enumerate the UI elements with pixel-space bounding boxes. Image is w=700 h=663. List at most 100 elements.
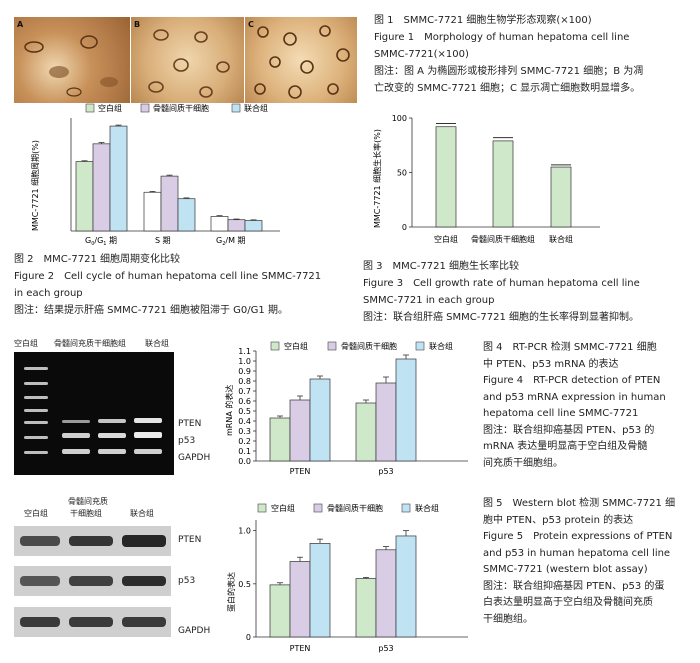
bars	[435, 122, 572, 228]
legend-label-blank: 空白组	[271, 503, 295, 513]
pten-band-combined	[134, 418, 162, 423]
fig5-title-en-2: and p53 in human hepatoma cell line	[483, 547, 671, 559]
fig4-title-en-1: Figure 4 RT-PCR detection of PTEN	[483, 375, 661, 386]
wb-header-blank: 空白组	[24, 509, 48, 518]
legend-label-blank: 空白组	[98, 103, 122, 113]
ladder-band	[24, 367, 48, 370]
y-axis-label: mRNA 的表达	[224, 385, 234, 436]
legend-swatch-blank	[85, 103, 95, 113]
fig1-caption: 图 1 SMMC-7721 细胞生物学形态观察(×100) Figure 1 M…	[374, 12, 694, 97]
bar-1-3	[109, 125, 128, 232]
fig5-title-cn-2: 胞中 PTEN、p53 protein 的表达	[483, 514, 634, 526]
pten-band-bmsc	[98, 419, 126, 423]
wb-band	[122, 617, 166, 627]
y-tick-label: 0.6	[238, 397, 251, 406]
y-tick-label: 0	[246, 633, 251, 642]
fig5-title-en-3: SMMC-7721 (western blot assay)	[483, 564, 648, 575]
fig1-title-cn: 图 1 SMMC-7721 细胞生物学形态观察(×100)	[374, 15, 592, 26]
y-tick-label: 0.0	[238, 457, 251, 466]
panel-label-c: C	[248, 20, 254, 29]
p53-band-combined	[134, 432, 162, 438]
fig3-title-en-2: SMMC-7721 in each group	[363, 295, 495, 306]
bar-1-2	[289, 561, 311, 638]
fig5-title-en-1: Figure 5 Protein expressions of PTEN	[483, 531, 673, 542]
y-tick-label: 100	[392, 114, 407, 123]
x-tick-labels: PTEN p53	[290, 467, 394, 476]
legend-swatch-combined	[401, 503, 411, 513]
ladder-band	[24, 382, 48, 385]
gel-label-p53: p53	[178, 436, 196, 446]
legend-label-bmsc: 骨髓间质干细胞	[341, 341, 397, 351]
x-tick-label-g2m: G2/M 期	[216, 236, 246, 247]
legend: 空白组 骨髓间质干细胞 联合组	[257, 503, 439, 513]
legend-swatch-combined	[415, 341, 425, 351]
wb-header-bmsc-2: 干细胞组	[70, 509, 102, 518]
bar-2-2	[375, 382, 397, 462]
y-axis-label: MMC-7721 细胞周期(%)	[30, 140, 40, 231]
y-tick-label: 1.1	[238, 347, 251, 356]
fig4-title-en-3: hepatoma cell line SMMC-7721	[483, 408, 639, 419]
fig2-caption: 图 2 MMC-7721 细胞周期变化比较 Figure 2 Cell cycl…	[14, 251, 344, 319]
x-tick-labels: PTEN p53	[290, 644, 394, 653]
x-tick-label: PTEN	[290, 644, 311, 653]
legend-label-bmsc: 骨髓间质干细胞	[153, 103, 209, 113]
micrograph-c: C	[245, 17, 357, 103]
bars	[75, 124, 263, 232]
wb-band	[20, 576, 60, 586]
legend-swatch-bmsc	[313, 503, 323, 513]
x-tick-label-s: S 期	[155, 236, 171, 245]
bar-1-1	[269, 417, 291, 462]
bar-2-1	[355, 402, 377, 462]
bar-2-2	[160, 175, 179, 232]
fig1-note-1: 图注：图 A 为椭圆形或梭形排列 SMMC-7721 细胞；B 为凋	[374, 66, 644, 77]
gapdh-band-combined	[134, 449, 162, 454]
bar-2-3	[177, 198, 196, 232]
y-tick-label: 50	[397, 169, 407, 178]
fig4-caption: 图 4 RT-PCR 检测 SMMC-7721 细胞 中 PTEN、p53 mR…	[483, 340, 695, 472]
y-tick-label: 0.1	[238, 447, 251, 456]
legend-swatch-bmsc	[327, 341, 337, 351]
x-tick-label: PTEN	[290, 467, 311, 476]
y-tick-label: 0.7	[238, 387, 251, 396]
x-tick-label: 骨髓间质干细胞组	[471, 234, 535, 244]
ladder-band	[24, 421, 48, 424]
legend-swatch-bmsc	[140, 103, 150, 113]
p53-band-blank	[62, 433, 90, 438]
y-tick-label: 0.5	[238, 580, 251, 589]
wb-band	[122, 535, 166, 547]
fig5-caption: 图 5 Western blot 检测 SMMC-7721 细 胞中 PTEN、…	[483, 496, 695, 628]
y-ticks: 0.00.10.20.30.40.50.60.70.80.91.01.1	[238, 347, 256, 466]
y-axis-label: MMC-7721 细胞生长率(%)	[372, 129, 382, 228]
fig2-title-cn: 图 2 MMC-7721 细胞周期变化比较	[14, 254, 181, 265]
bar-1-2	[92, 143, 111, 232]
fig4-title-cn-1: 图 4 RT-PCR 检测 SMMC-7721 细胞	[483, 342, 657, 353]
gel-label-gapdh: GAPDH	[178, 453, 211, 463]
fig5-title-cn-1: 图 5 Western blot 检测 SMMC-7721 细	[483, 498, 676, 509]
gel-image	[14, 352, 174, 475]
fig1-title-en-2: SMMC-7721(×100)	[374, 49, 469, 60]
x-tick-label: 联合组	[549, 234, 573, 244]
panel-label-b: B	[134, 20, 141, 29]
y-ticks: 0 0.5 1.0	[238, 527, 256, 642]
fig3-chart: MMC-7721 细胞生长率(%) 0 50 100 空白组 骨髓间质干细胞组 联合组	[372, 114, 600, 244]
legend-label-bmsc: 骨髓间质干细胞	[327, 503, 383, 513]
wb-band	[69, 536, 113, 546]
bar-3-2	[227, 219, 246, 232]
p53-band-bmsc	[98, 433, 126, 438]
legend-swatch-combined	[231, 103, 241, 113]
bars	[269, 354, 417, 462]
bar-3	[550, 166, 572, 228]
fig4-note-2: mRNA 表达量明显高于空白组及骨髓	[483, 441, 648, 452]
y-tick-label: 0.3	[238, 427, 251, 436]
wb-label-p53: p53	[178, 576, 196, 586]
gel-header-bmsc: 骨髓间充质干细胞组	[54, 339, 126, 348]
bar-2	[492, 140, 514, 228]
fig3-note: 图注：联合组肝癌 SMMC-7721 细胞的生长率得到显著抑制。	[363, 312, 640, 323]
x-tick-labels: 空白组 骨髓间质干细胞组 联合组	[434, 234, 573, 244]
legend: 空白组 骨髓间质干细胞 联合组	[85, 103, 268, 113]
ladder-band	[24, 451, 48, 454]
y-tick-label: 0.9	[238, 367, 251, 376]
fig4-note-3: 间充质干细胞组。	[483, 457, 563, 469]
legend-label-combined: 联合组	[415, 503, 439, 513]
wb-header-bmsc-1: 骨髓间充质	[68, 497, 108, 506]
